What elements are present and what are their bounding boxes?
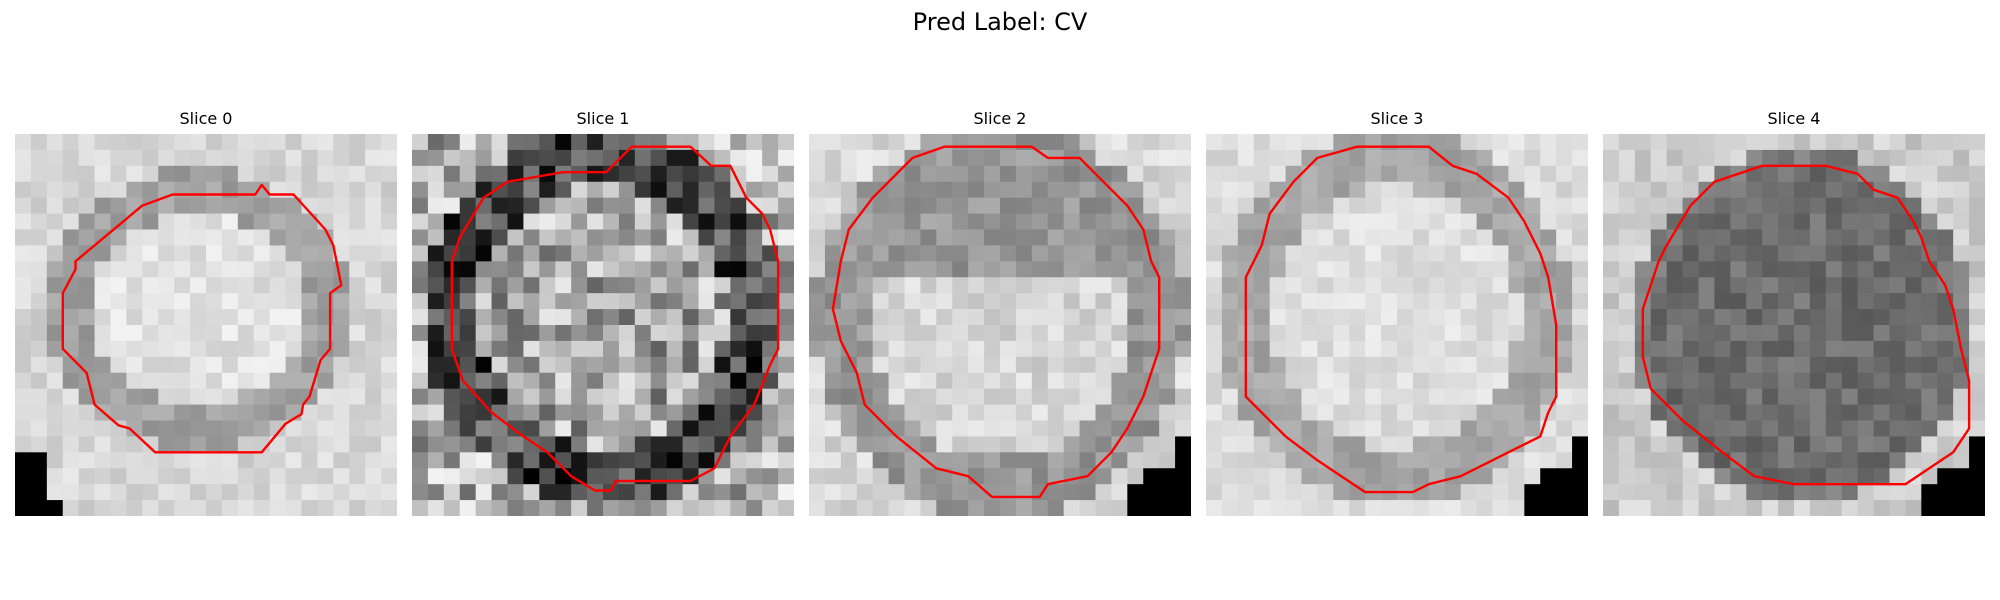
figure-title: Pred Label: CV [912, 8, 1088, 36]
slice-image [412, 134, 794, 516]
segmentation-contour [450, 145, 780, 492]
slice-panel-2: Slice 2 [809, 108, 1191, 516]
slice-image [809, 134, 1191, 516]
segmentation-contour [831, 145, 1161, 499]
slice-title: Slice 1 [576, 109, 630, 128]
segmentation-contour [1244, 145, 1558, 494]
slice-title: Slice 2 [973, 109, 1027, 128]
pixel-grid [1206, 134, 1588, 516]
slice-image [1206, 134, 1588, 516]
slice-panel-3: Slice 3 [1206, 108, 1588, 516]
pixel-grid [15, 134, 397, 516]
segmentation-contour [61, 183, 343, 454]
slice-title: Slice 0 [179, 109, 233, 128]
slice-panel-0: Slice 0 [15, 108, 397, 516]
slice-image [15, 134, 397, 516]
slice-image [1603, 134, 1985, 516]
pixel-grid [809, 134, 1191, 516]
slice-panel-4: Slice 4 [1603, 108, 1985, 516]
pixel-grid [412, 134, 794, 516]
pixel-grid [1603, 134, 1985, 516]
slice-title: Slice 3 [1370, 109, 1424, 128]
segmentation-contour [1641, 164, 1971, 486]
slice-title: Slice 4 [1767, 109, 1821, 128]
slice-panel-1: Slice 1 [412, 108, 794, 516]
